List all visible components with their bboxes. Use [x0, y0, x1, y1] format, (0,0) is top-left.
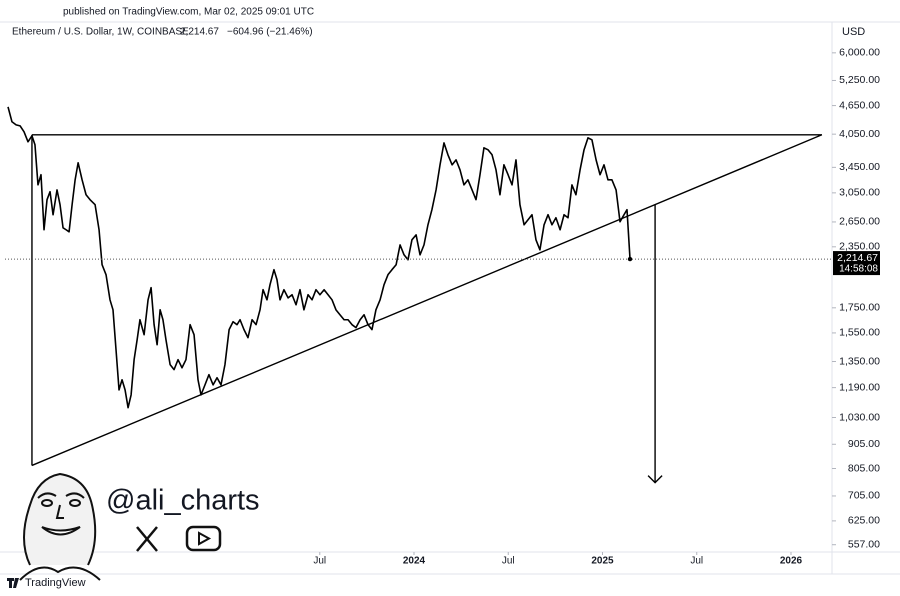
y-tick-label: 5,250.00 — [839, 74, 880, 86]
y-tick-label: 3,450.00 — [839, 161, 880, 173]
header-change: −604.96 (−21.46%) — [227, 27, 313, 38]
published-note: published on TradingView.com, Mar 02, 20… — [63, 7, 314, 18]
price-line — [7, 106, 631, 409]
y-tick-label: 1,750.00 — [839, 302, 880, 314]
y-tick-label: 4,050.00 — [839, 128, 880, 140]
y-tick-label: 805.00 — [848, 462, 880, 474]
watermark: @ali_charts — [106, 485, 260, 517]
x-icon — [136, 526, 158, 552]
y-tick-label: 1,350.00 — [839, 355, 880, 367]
trendline — [31, 134, 823, 467]
avatar — [19, 472, 101, 581]
price-badge — [833, 251, 880, 276]
brand-logo — [7, 578, 19, 588]
youtube-icon — [185, 525, 222, 552]
x-tick-label: Jul — [313, 556, 326, 567]
y-tick-label: 2,350.00 — [839, 241, 880, 253]
y-tick-label: 2,650.00 — [839, 216, 880, 228]
x-tick-label: 2026 — [780, 556, 803, 567]
x-tick-label: Jul — [502, 556, 515, 567]
y-tick-label: 625.00 — [848, 515, 880, 527]
x-tick-label: Jul — [690, 556, 703, 567]
y-tick-label: 705.00 — [848, 490, 880, 502]
price-badge-value: 2,214.67 — [837, 252, 878, 264]
arrow-head — [647, 475, 663, 484]
y-tick-label: 6,000.00 — [839, 47, 880, 59]
y-tick-label: 557.00 — [848, 538, 880, 550]
header-price: 2,214.67 — [180, 27, 219, 38]
y-tick-label: 905.00 — [848, 438, 880, 450]
y-tick-label: 3,050.00 — [839, 187, 880, 199]
y-tick-label: 1,190.00 — [839, 381, 880, 393]
x-tick-label: 2024 — [403, 556, 426, 567]
last-point — [627, 256, 633, 262]
x-tick-label: 2025 — [591, 556, 614, 567]
currency: USD — [842, 26, 865, 38]
y-tick-label: 1,030.00 — [839, 411, 880, 423]
brand: TradingView — [25, 577, 86, 589]
symbol: Ethereum / U.S. Dollar, 1W, COINBASE — [12, 27, 189, 38]
y-tick-label: 1,550.00 — [839, 327, 880, 339]
price-badge-countdown: 14:58:08 — [839, 264, 878, 275]
y-tick-label: 4,650.00 — [839, 99, 880, 111]
